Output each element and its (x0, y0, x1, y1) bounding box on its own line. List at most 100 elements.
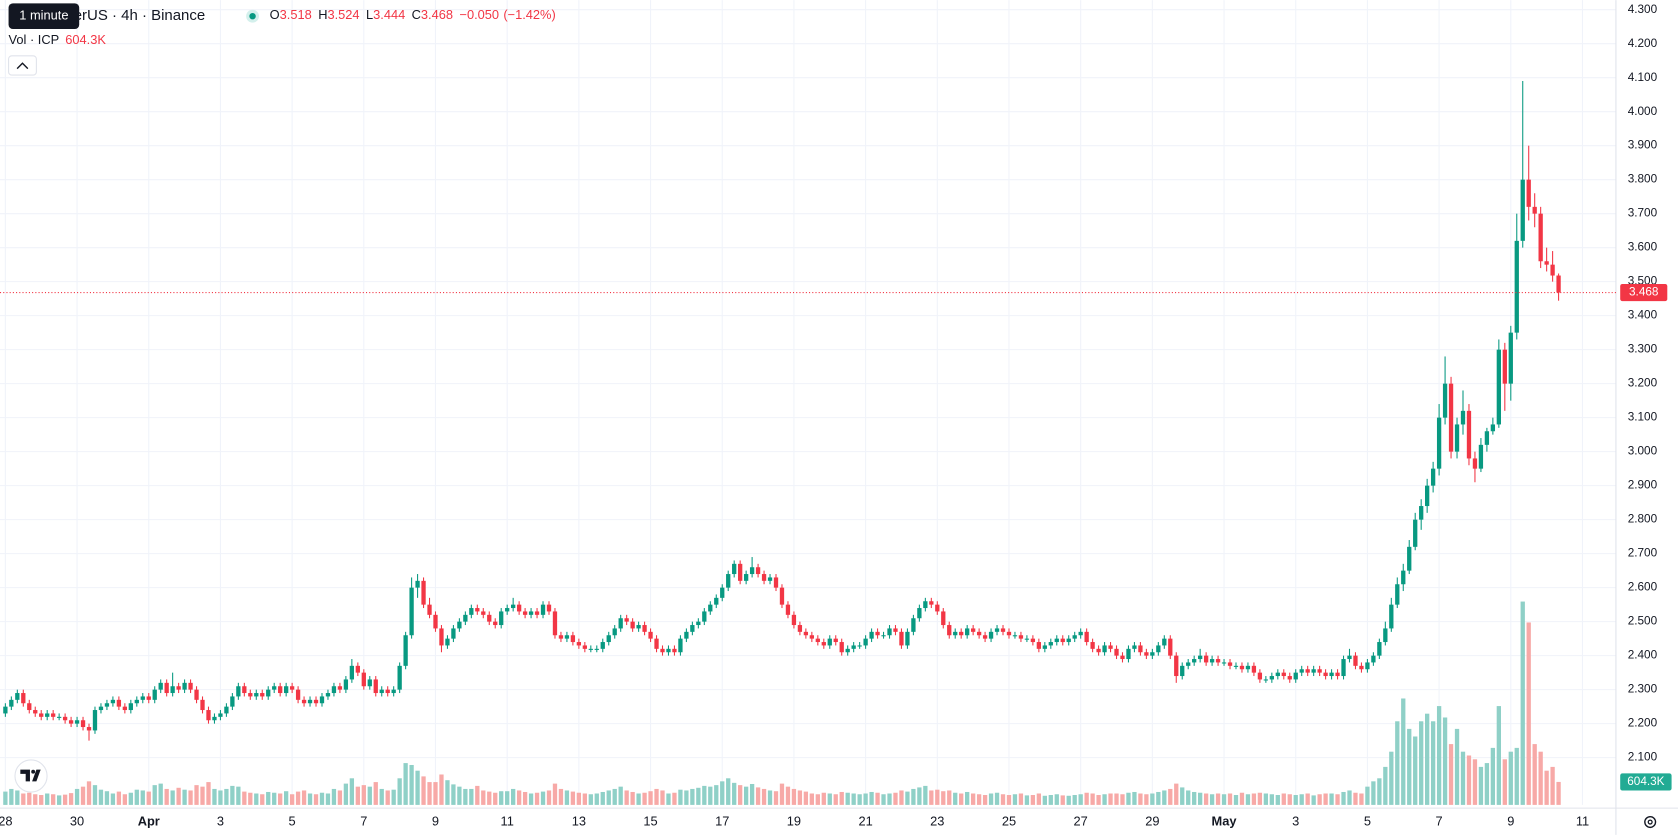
candle-body (1365, 662, 1370, 670)
volume-bar (863, 793, 868, 805)
candle-body (295, 689, 301, 700)
candle-body (33, 710, 38, 714)
y-tick-label: 3.300 (1628, 343, 1658, 356)
volume-bar (301, 790, 307, 805)
volume-bar (367, 786, 372, 805)
volume-bar (1413, 736, 1418, 805)
volume-bar (1257, 792, 1263, 805)
candle-body (98, 706, 104, 711)
candle-body (648, 631, 653, 639)
volume-bar (1144, 794, 1149, 805)
candle-body (917, 608, 922, 619)
volume-bar (1442, 717, 1448, 805)
candle-body (128, 703, 133, 711)
candle-body (1138, 645, 1143, 653)
candle-body (92, 710, 98, 731)
volume-bar (1466, 755, 1472, 805)
x-tick-label: 11 (501, 813, 514, 828)
settings-icon[interactable] (1644, 815, 1657, 829)
price-label: 3.468 (1629, 286, 1659, 299)
volume-bar (27, 792, 32, 805)
candle-body (570, 635, 576, 643)
candle-body (301, 699, 307, 704)
header: ICP / TetherUS · 4h · Binance O3.518 H3.5… (8, 3, 556, 76)
volume-bar (421, 776, 426, 805)
candle-body (511, 604, 516, 609)
x-tick-label: 7 (1436, 813, 1443, 828)
candle-body (260, 693, 265, 697)
candle-body (624, 618, 629, 622)
candle-body (3, 706, 8, 714)
volume-bar (1490, 747, 1496, 805)
candle-body (421, 580, 426, 605)
volume-bar (970, 793, 976, 805)
candle-body (1413, 519, 1418, 547)
volume-bar (696, 787, 701, 805)
volume-bar (528, 793, 534, 805)
candle-body (487, 614, 492, 622)
volume-bar (33, 794, 38, 805)
candle-body (62, 716, 68, 721)
volume-bar (570, 791, 576, 805)
volume-bar (821, 792, 826, 805)
candle-body (266, 689, 271, 697)
x-tick-label: 28 (0, 813, 13, 828)
candle-body (1012, 635, 1018, 637)
candle-body (1078, 631, 1083, 636)
candle-body (236, 686, 241, 697)
candle-body (618, 618, 623, 629)
candle-body (941, 611, 946, 626)
volume-bar (1359, 793, 1364, 805)
volume-bar (140, 790, 145, 805)
candle-body (146, 696, 151, 700)
volume-bar (355, 786, 360, 805)
x-tick-label: 27 (1074, 813, 1088, 828)
y-tick-label: 4.300 (1628, 3, 1658, 16)
volume-bar (1078, 794, 1083, 805)
volume-bar (74, 788, 80, 805)
candle-body (923, 601, 928, 609)
volume-bar (481, 790, 486, 805)
volume-bar (1287, 794, 1292, 805)
x-tick-label: 9 (1507, 813, 1514, 828)
candle-body (1395, 584, 1400, 605)
tv-logo[interactable] (14, 759, 48, 793)
x-tick-label: 5 (1364, 813, 1371, 828)
candle-body (1550, 264, 1555, 276)
volume-bar (654, 788, 659, 805)
candle-body (522, 611, 528, 615)
volume-bar (134, 789, 139, 805)
volume-bar (1436, 706, 1442, 805)
candle-body (439, 628, 444, 646)
volume-bar (1514, 747, 1519, 805)
volume-bar (128, 792, 133, 805)
candle-body (642, 625, 647, 632)
volume-bar (337, 790, 343, 805)
volume-bar (678, 789, 683, 805)
change-value: −0.050 (459, 8, 499, 23)
volume-bar (92, 785, 98, 805)
candle-body (630, 621, 635, 629)
candle-body (230, 696, 235, 707)
volume-bar (1383, 766, 1388, 805)
volume-bar (104, 791, 110, 805)
volume-bar (702, 785, 707, 805)
candle-body (218, 713, 223, 717)
volume-bar (773, 791, 779, 805)
volume-bar (289, 794, 295, 805)
volume-bar (319, 792, 325, 805)
volume-bar (1072, 795, 1077, 805)
candle-body (51, 713, 56, 717)
candle-body (283, 686, 289, 694)
volume-bar (1066, 795, 1071, 805)
volume-bar (80, 786, 86, 805)
x-tick-label: 17 (715, 813, 729, 828)
volume-bar (1401, 698, 1406, 805)
y-tick-label: 2.800 (1628, 513, 1658, 526)
candle-body (528, 611, 534, 615)
volume-bar (343, 783, 349, 805)
volume-bar (68, 793, 74, 805)
collapse-button[interactable] (8, 55, 37, 76)
candle-body (1108, 645, 1113, 649)
volume-bar (1329, 793, 1334, 805)
